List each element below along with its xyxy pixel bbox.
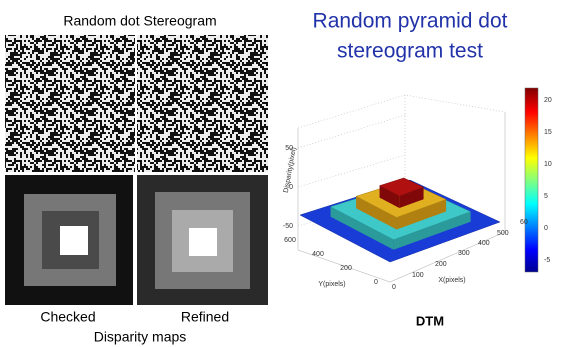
x-tick-label: 400: [478, 240, 490, 247]
map-level: [189, 228, 217, 256]
map-label: Refined: [181, 309, 229, 325]
x-tick-label: 200: [435, 261, 447, 268]
x-axis-label: X(pixels): [438, 277, 465, 284]
y-tick-label: 400: [312, 251, 324, 258]
left-title: Random dot Stereogram: [63, 13, 216, 29]
x-tick-label: 60: [520, 219, 528, 226]
right-title: stereogram test: [337, 40, 483, 63]
right-title: Random pyramid dot: [313, 10, 508, 33]
y-tick-label: 0: [374, 279, 378, 286]
colorbar-tick-label: 5: [544, 193, 548, 200]
stereogram-left: [5, 35, 135, 172]
x-tick-label: 500: [497, 230, 509, 237]
colorbar-tick-label: 0: [544, 225, 548, 232]
colorbar-tick-label: 10: [544, 161, 552, 168]
colorbar-tick-label: -5: [544, 257, 550, 264]
grid-line: [298, 115, 405, 148]
x-tick-label: 0: [392, 284, 396, 291]
y-tick-label: 600: [284, 237, 296, 244]
map-label: Checked: [40, 309, 95, 325]
y-axis-label: Y(pixels): [318, 281, 345, 288]
colorbar-scale: [525, 88, 538, 272]
grid-line: [298, 155, 405, 187]
disparity-map-checked: [5, 175, 133, 305]
z-axis-label: Disparity(pixel): [283, 147, 298, 194]
caption: Disparity maps: [94, 329, 187, 345]
caption: DTM: [416, 313, 444, 328]
y-tick-label: 200: [340, 265, 352, 272]
x-tick-label: 300: [458, 250, 470, 257]
stereogram-right: [137, 35, 268, 172]
map-level: [60, 226, 88, 255]
box-edge: [298, 95, 505, 128]
x-tick-label: 100: [412, 272, 424, 279]
z-tick-label: -50: [283, 223, 293, 230]
slide: Random dot Stereogram Checked Refined Di…: [0, 0, 563, 347]
disparity-map-refined: [137, 175, 268, 305]
colorbar-tick-label: 20: [544, 97, 552, 104]
colorbar-tick-label: 15: [544, 129, 552, 136]
pyramid-surface: [300, 178, 500, 262]
colorbar: [525, 88, 538, 272]
